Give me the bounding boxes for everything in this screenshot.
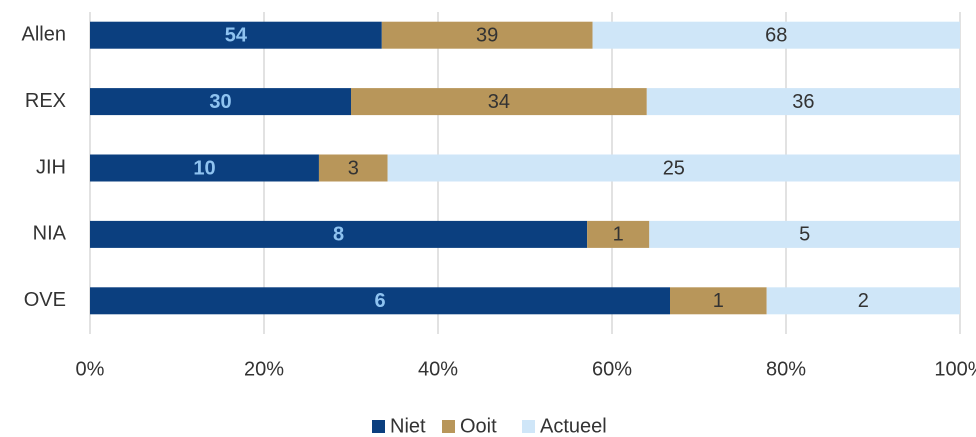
data-label: 10 xyxy=(193,157,215,179)
data-label: 34 xyxy=(488,91,510,113)
data-label: 3 xyxy=(348,157,359,179)
data-label: 54 xyxy=(225,24,248,46)
data-label: 1 xyxy=(713,290,724,312)
bar-segment xyxy=(318,154,388,182)
y-tick-label: Allen xyxy=(22,23,66,45)
y-tick-label: OVE xyxy=(24,289,66,311)
legend-label: Actueel xyxy=(540,415,607,437)
data-label: 25 xyxy=(663,157,685,179)
bar-segment xyxy=(766,287,960,315)
bar-segment xyxy=(90,287,670,315)
bar-segment xyxy=(387,154,960,182)
bar-segment xyxy=(587,220,650,248)
bar-segment xyxy=(351,88,647,116)
data-label: 1 xyxy=(613,224,624,246)
bar-segment xyxy=(646,88,960,116)
legend-swatch xyxy=(522,420,535,433)
x-tick-label: 100% xyxy=(934,358,976,380)
legend-swatch xyxy=(442,420,455,433)
legend-label: Niet xyxy=(390,415,426,437)
bar-segment xyxy=(649,220,960,248)
x-tick-label: 0% xyxy=(76,358,105,380)
bar-segment xyxy=(90,21,382,49)
data-label: 6 xyxy=(374,290,385,312)
data-label: 36 xyxy=(792,91,814,113)
bar-segment xyxy=(592,21,960,49)
x-tick-label: 40% xyxy=(418,358,458,380)
data-label: 2 xyxy=(858,290,869,312)
x-tick-label: 60% xyxy=(592,358,632,380)
bar-segment xyxy=(90,88,351,116)
y-tick-label: REX xyxy=(25,90,66,112)
bar-segment xyxy=(90,154,319,182)
data-label: 68 xyxy=(765,24,787,46)
data-label: 30 xyxy=(209,91,231,113)
bar-segment xyxy=(381,21,593,49)
bar-segment xyxy=(90,220,588,248)
data-label: 5 xyxy=(799,224,810,246)
data-label: 8 xyxy=(333,224,344,246)
x-tick-label: 20% xyxy=(244,358,284,380)
y-tick-label: NIA xyxy=(33,223,67,245)
legend-label: Ooit xyxy=(460,415,497,437)
data-label: 39 xyxy=(476,24,498,46)
legend-swatch xyxy=(372,420,385,433)
y-tick-label: JIH xyxy=(36,156,66,178)
bar-segment xyxy=(670,287,767,315)
x-tick-label: 80% xyxy=(766,358,806,380)
